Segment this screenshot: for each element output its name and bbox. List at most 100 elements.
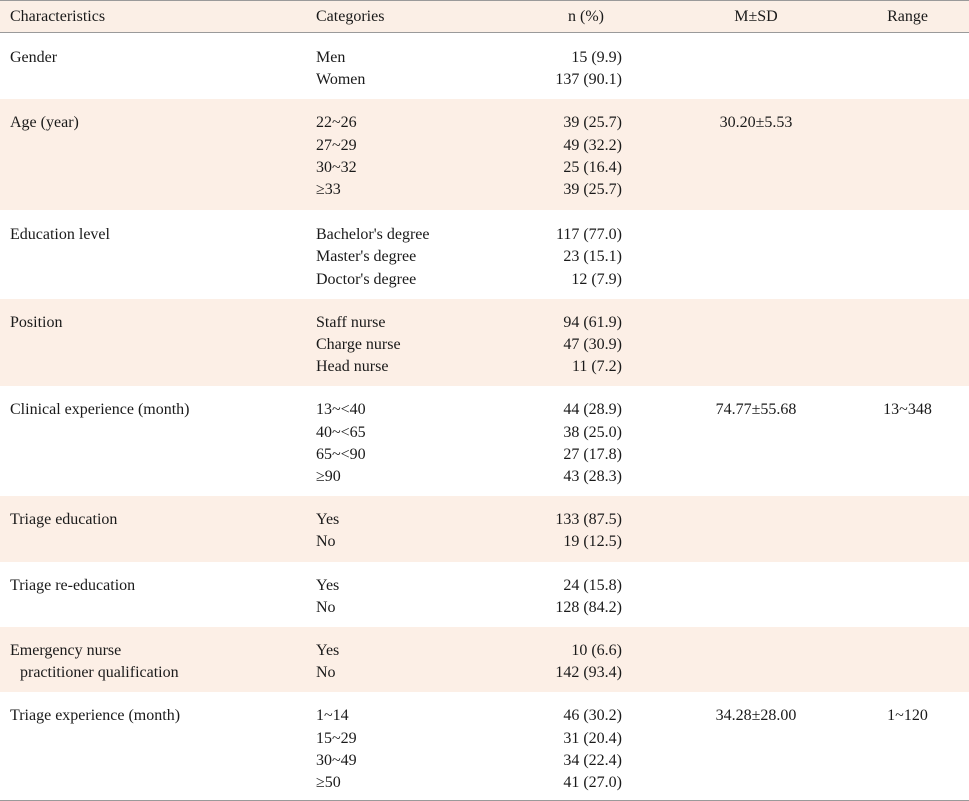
range-cell	[846, 210, 969, 299]
n-percent-cell-line: 39 (25.7)	[563, 114, 622, 132]
category-cell-line: No	[316, 664, 336, 682]
table-row: Triage experience (month) 1~14 15~29 30~49 ≥…	[0, 692, 969, 801]
range-cell	[846, 496, 969, 561]
n-percent-cell-line: 46 (30.2)	[563, 707, 622, 725]
n-percent-cell-line: 38 (25.0)	[563, 423, 622, 441]
characteristic-cell: Triage re-education	[0, 562, 306, 627]
n-percent-cell-line: 27 (17.8)	[563, 445, 622, 463]
range-cell	[846, 299, 969, 387]
category-cell-line: Staff nurse	[316, 313, 386, 331]
n-percent-cell-line: 128 (84.2)	[555, 598, 622, 616]
n-percent-cell-line: 11 (7.2)	[571, 358, 622, 376]
mean-sd-cell	[666, 210, 846, 299]
category-cell-line: Head nurse	[316, 358, 389, 376]
category-cell-line: Doctor's degree	[316, 270, 417, 288]
category-cell-line: 27~29	[316, 136, 357, 154]
header-range: Range	[846, 0, 969, 33]
n-percent-cell-line: 137 (90.1)	[555, 71, 622, 89]
mean-sd-cell: 30.20±5.53	[719, 114, 793, 132]
category-cell-line: ≥33	[316, 181, 341, 199]
n-percent-cell: 133 (87.5) 19 (12.5)	[506, 496, 666, 561]
table-row: Clinical experience (month) 13~<40 40~<65 6…	[0, 386, 969, 496]
category-cell-line: 30~49	[316, 751, 357, 769]
n-percent-cell-line: 10 (6.6)	[571, 642, 622, 660]
category-cell-line: 1~14	[316, 707, 349, 725]
category-cell-line: 40~<65	[316, 423, 366, 441]
range-cell	[846, 99, 969, 210]
category-cell: Yes No	[306, 562, 506, 627]
characteristic-cell-line: Emergency nurse	[10, 642, 122, 660]
n-percent-cell-line: 44 (28.9)	[563, 401, 622, 419]
n-percent-cell-line: 12 (7.9)	[571, 270, 622, 288]
category-cell-line: Master's degree	[316, 248, 417, 266]
category-cell-line: Charge nurse	[316, 336, 401, 354]
characteristic-cell-line: Position	[10, 313, 63, 331]
n-percent-cell-line: 31 (20.4)	[563, 729, 622, 747]
category-cell: Bachelor's degree Master's degree Doctor's…	[306, 210, 506, 299]
category-cell-line: ≥50	[316, 774, 341, 792]
table-body: Gender Men Women 15 (9.9) 137 (90.1) Age (yea…	[0, 33, 969, 801]
category-cell-line: 15~29	[316, 729, 357, 747]
n-percent-cell-line: 117 (77.0)	[555, 226, 622, 244]
category-cell-line: 30~32	[316, 158, 357, 176]
characteristic-cell: Emergency nurse practitioner qualificatio…	[0, 627, 306, 692]
n-percent-cell-line: 142 (93.4)	[555, 664, 622, 682]
category-cell: Yes No	[306, 627, 506, 692]
category-cell-line: Bachelor's degree	[316, 226, 430, 244]
range-cell: 13~348	[883, 401, 932, 419]
range-cell	[846, 627, 969, 692]
header-n-percent: n (%)	[506, 0, 666, 33]
mean-sd-cell	[666, 496, 846, 561]
n-percent-cell: 117 (77.0) 23 (15.1) 12 (7.9)	[506, 210, 666, 299]
category-cell: 22~26 27~29 30~32 ≥33	[306, 99, 506, 210]
table-row: Emergency nurse practitioner qualificatio…	[0, 627, 969, 693]
characteristic-cell: Position	[0, 299, 306, 387]
n-percent-cell: 10 (6.6) 142 (93.4)	[506, 627, 666, 692]
characteristic-cell-line: Triage re-education	[10, 576, 136, 594]
n-percent-cell-line: 49 (32.2)	[563, 136, 622, 154]
n-percent-cell: 39 (25.7) 49 (32.2) 25 (16.4) 39 (25.7)	[506, 99, 666, 210]
table-row: Gender Men Women 15 (9.9) 137 (90.1)	[0, 33, 969, 100]
range-cell	[846, 562, 969, 627]
n-percent-cell-line: 133 (87.5)	[555, 511, 622, 529]
characteristic-cell-line: Triage experience (month)	[10, 707, 181, 725]
n-percent-cell: 24 (15.8) 128 (84.2)	[506, 562, 666, 627]
category-cell-line: Yes	[316, 576, 340, 594]
table-row: Triage re-education Yes No 24 (15.8) 128 (84…	[0, 562, 969, 627]
characteristic-cell: Triage education	[0, 496, 306, 561]
characteristic-cell-line: Education level	[10, 226, 110, 244]
category-cell-line: Men	[316, 49, 346, 66]
table-row: Position Staff nurse Charge nurse Head nurs…	[0, 298, 969, 387]
category-cell-line: No	[316, 598, 336, 616]
n-percent-cell-line: 41 (27.0)	[563, 774, 622, 792]
category-cell: Men Women	[306, 33, 506, 100]
category-cell-line: ≥90	[316, 468, 341, 486]
category-cell-line: 13~<40	[316, 401, 366, 419]
category-cell-line: Yes	[316, 642, 340, 660]
characteristic-cell-line: Triage education	[10, 511, 118, 529]
table-row: Triage education Yes No 133 (87.5) 19 (12.5)	[0, 496, 969, 562]
mean-sd-cell	[666, 299, 846, 387]
mean-sd-cell: 74.77±55.68	[715, 401, 797, 419]
category-cell: 13~<40 40~<65 65~<90 ≥90	[306, 386, 506, 496]
table-header-row: Characteristics Categories n (%) M±SD Ra…	[0, 0, 969, 33]
category-cell-line: 22~26	[316, 114, 357, 132]
range-cell	[846, 33, 969, 100]
range-cell: 1~120	[846, 692, 969, 801]
header-mean-sd: M±SD	[666, 0, 846, 33]
characteristic-cell: Education level	[0, 210, 306, 299]
n-percent-cell: 94 (61.9) 47 (30.9) 11 (7.2)	[506, 299, 666, 387]
n-percent-cell-line: 24 (15.8)	[563, 576, 622, 594]
n-percent-cell: 44 (28.9) 38 (25.0) 27 (17.8) 43 (28.3)	[506, 386, 666, 496]
characteristic-cell-line: practitioner qualification	[20, 664, 179, 682]
characteristic-cell: Triage experience (month)	[0, 692, 306, 801]
category-cell-line: Women	[316, 71, 366, 89]
characteristic-cell-line: Gender	[10, 49, 58, 66]
characteristic-cell-line: Clinical experience (month)	[10, 401, 190, 419]
n-percent-cell: 46 (30.2) 31 (20.4) 34 (22.4) 41 (27.0)	[506, 692, 666, 801]
n-percent-cell-line: 15 (9.9)	[571, 49, 622, 66]
n-percent-cell-line: 47 (30.9)	[563, 336, 622, 354]
n-percent-cell-line: 19 (12.5)	[563, 533, 622, 551]
category-cell-line: No	[316, 533, 336, 551]
characteristic-cell: Gender	[0, 33, 306, 100]
